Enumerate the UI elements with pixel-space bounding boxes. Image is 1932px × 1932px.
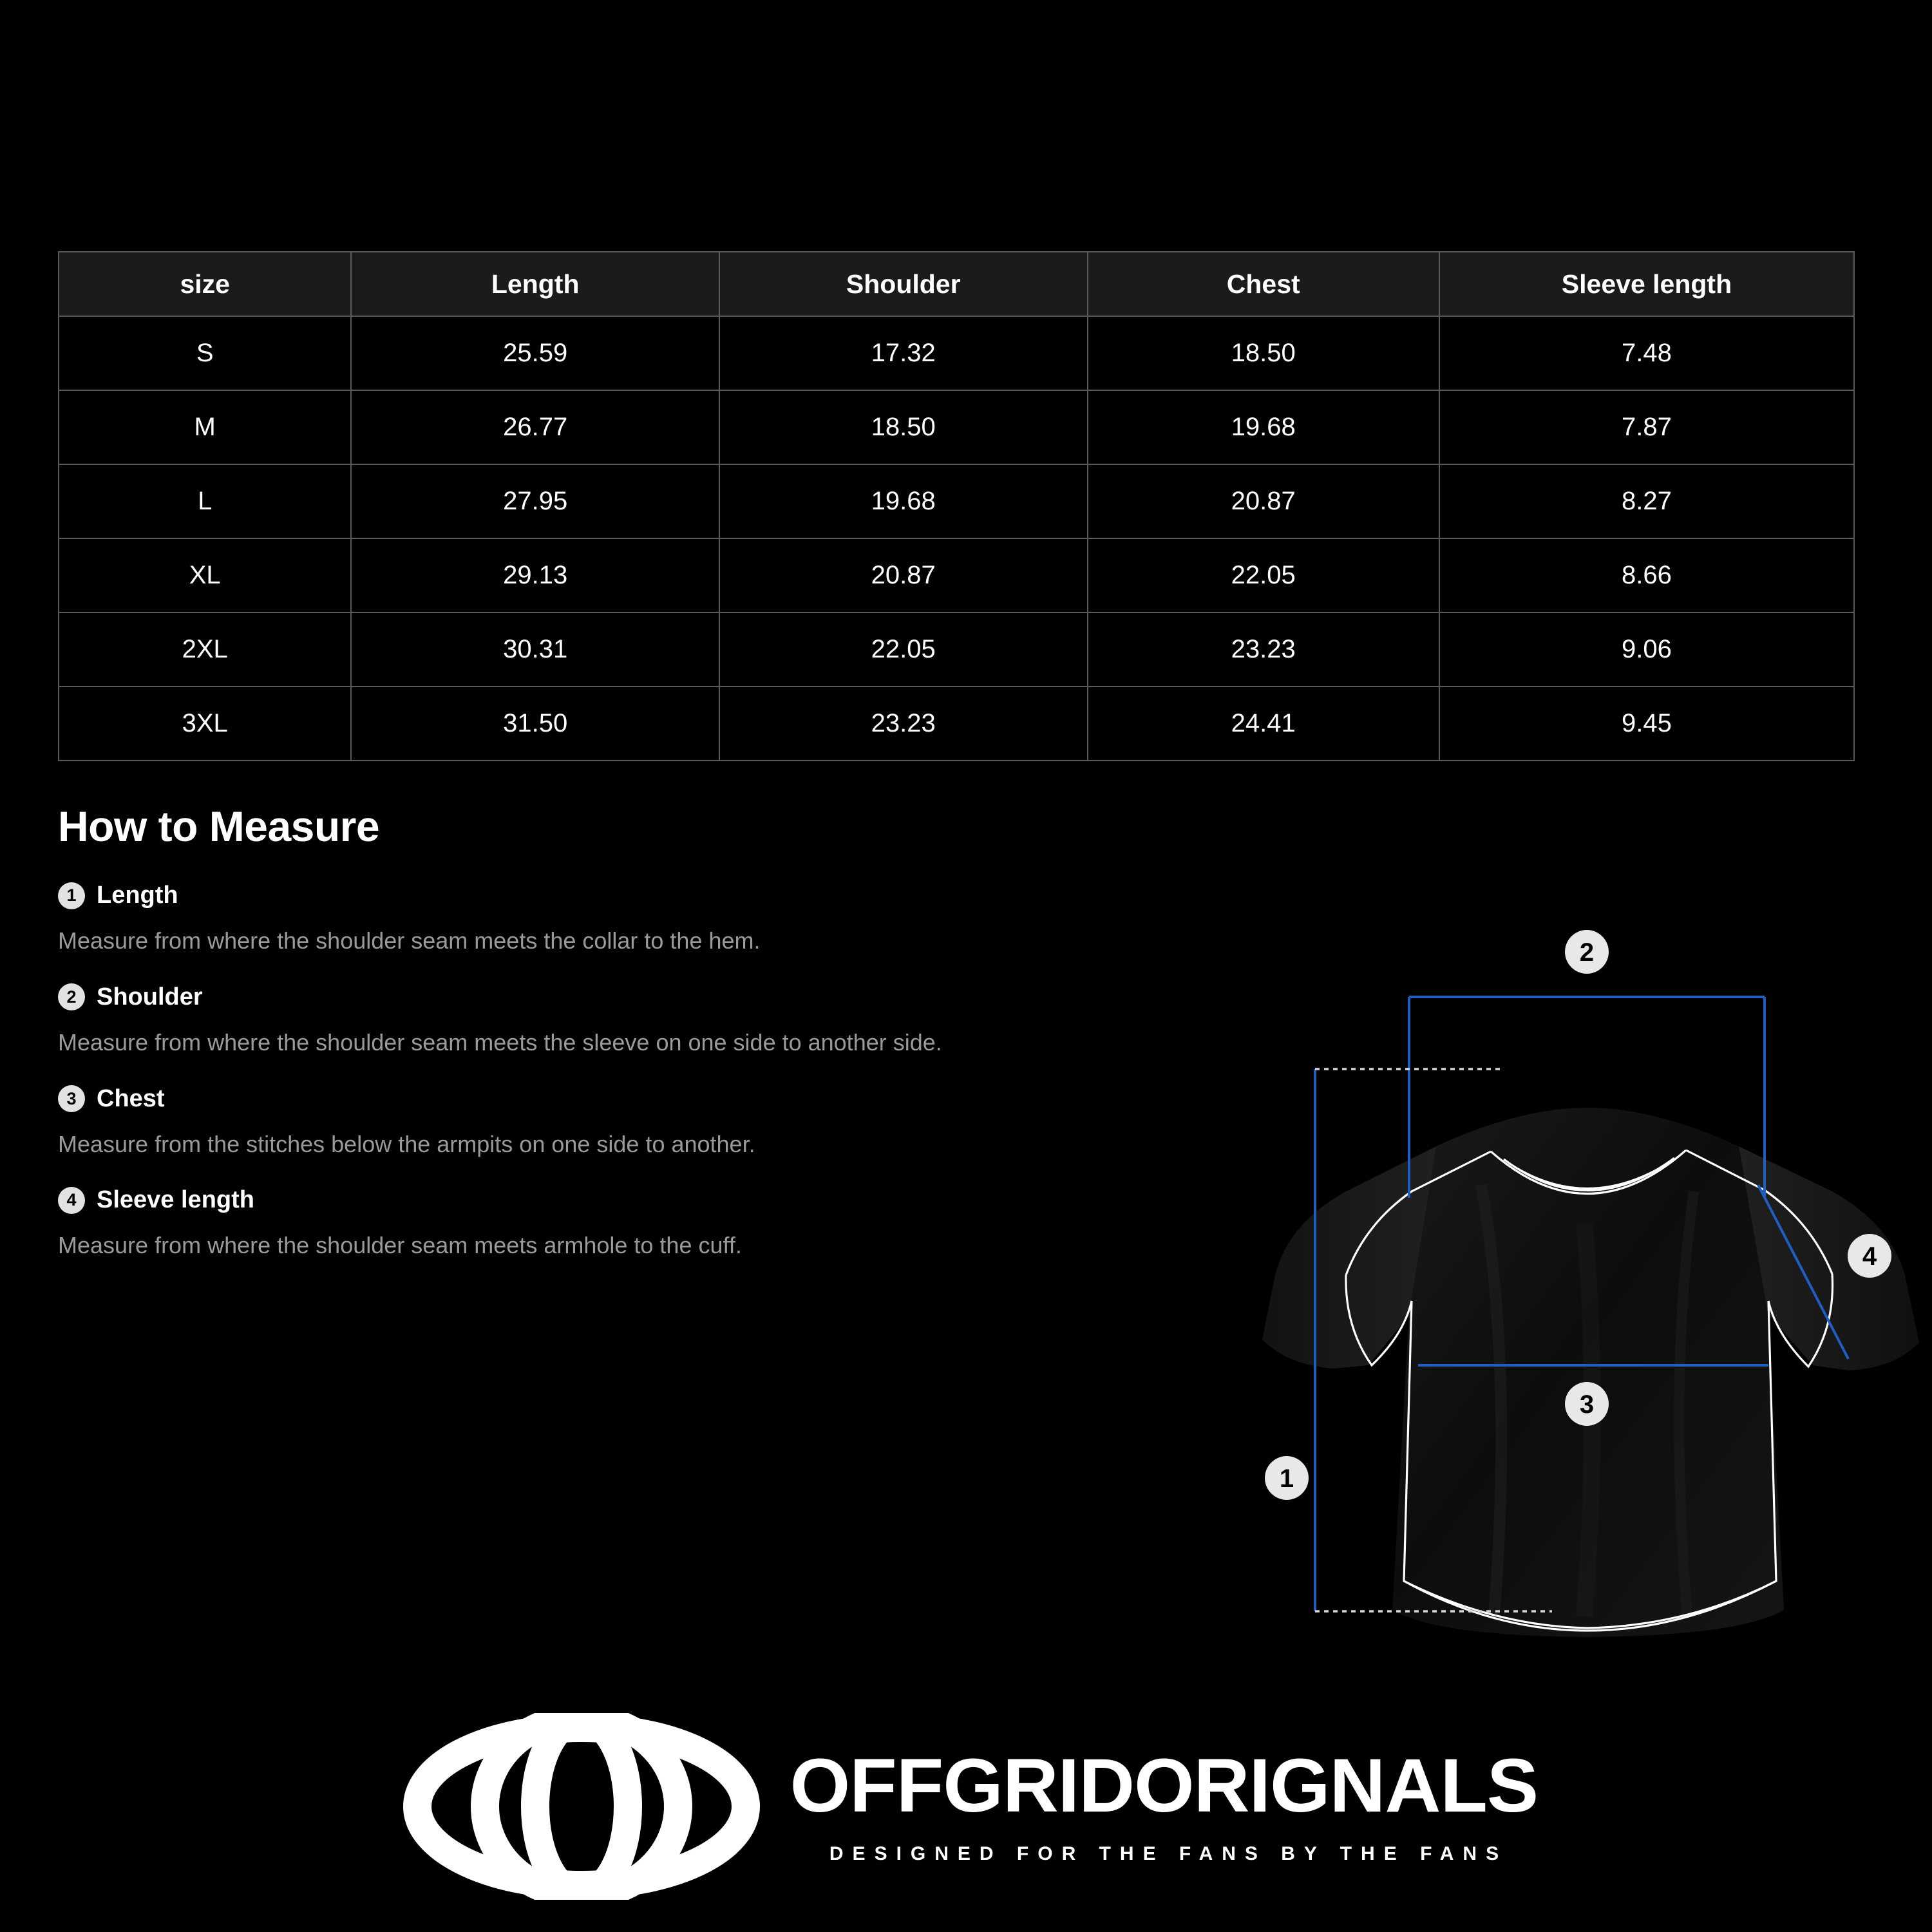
size-chart-table: size Length Shoulder Chest Sleeve length… [57, 251, 1855, 761]
diagram-badge-2-label: 2 [1580, 938, 1594, 967]
cell-size: M [57, 390, 352, 465]
cell-shoulder: 22.05 [718, 612, 1088, 687]
logo-outer-ellipse [403, 1714, 761, 1899]
column-header-length: Length [350, 251, 720, 317]
left-armhole [1345, 1274, 1413, 1367]
cell-chest: 24.41 [1086, 686, 1440, 761]
table-row: 3XL 31.50 23.23 24.41 9.45 [57, 686, 1855, 761]
brand-tagline: DESIGNED FOR THE FANS BY THE FANS [829, 1843, 1508, 1864]
measure-item-description: Measure from where the shoulder seam mee… [58, 927, 761, 954]
tshirt-garment-illustration [1262, 1108, 1919, 1637]
tshirt-right-sleeve [1739, 1146, 1919, 1370]
measure-item-sleeve-length: 4 Sleeve length Measure from where the s… [58, 1186, 1249, 1261]
cell-sleeve-length: 7.87 [1438, 390, 1855, 465]
measure-item-chest: 3 Chest Measure from the stitches below … [58, 1085, 1249, 1160]
diagram-badge-4-label: 4 [1862, 1242, 1877, 1271]
table-row: M 26.77 18.50 19.68 7.87 [57, 390, 1855, 465]
number-badge-3-icon: 3 [58, 1085, 85, 1113]
offgrid-logo-icon [401, 1713, 762, 1900]
cell-length: 27.95 [350, 464, 720, 539]
table-row: XL 29.13 20.87 22.05 8.66 [57, 538, 1855, 613]
cell-sleeve-length: 9.45 [1438, 686, 1855, 761]
cell-size: XL [57, 538, 352, 613]
tshirt-seam-outline [1345, 1149, 1834, 1632]
cell-length: 29.13 [350, 538, 720, 613]
cell-chest: 20.87 [1086, 464, 1440, 539]
sleeve-measure-line [1757, 1184, 1850, 1359]
cell-sleeve-length: 8.66 [1438, 538, 1855, 613]
measure-item-description: Measure from where the shoulder seam mee… [58, 1028, 942, 1056]
cell-length: 25.59 [350, 316, 720, 391]
diagram-badge-4: 4 [1848, 1234, 1891, 1278]
cell-shoulder: 19.68 [718, 464, 1088, 539]
cell-length: 31.50 [350, 686, 720, 761]
number-badge-1-icon: 1 [58, 882, 85, 909]
diagram-badge-3: 3 [1565, 1382, 1609, 1426]
cell-shoulder: 20.87 [718, 538, 1088, 613]
cell-length: 26.77 [350, 390, 720, 465]
right-shoulder-seam [1685, 1149, 1833, 1274]
collar-arc-inner [1514, 1164, 1665, 1190]
hem-line [1403, 1580, 1777, 1632]
how-to-measure-section: How to Measure 1 Length Measure from whe… [58, 802, 1249, 1288]
tshirt-left-sleeve [1262, 1146, 1436, 1368]
cell-length: 30.31 [350, 612, 720, 687]
cell-sleeve-length: 7.48 [1438, 316, 1855, 391]
measure-item-shoulder: 2 Shoulder Measure from where the should… [58, 983, 1249, 1058]
cell-chest: 18.50 [1086, 316, 1440, 391]
measure-item-label: Sleeve length [97, 1186, 254, 1214]
measurement-lines [1314, 996, 1850, 1611]
how-to-measure-title: How to Measure [58, 802, 380, 850]
cell-chest: 22.05 [1086, 538, 1440, 613]
brand-name: OFFGRIDORIGNALS [790, 1743, 1539, 1828]
tshirt-measurement-diagram: 2 4 3 1 [1249, 914, 1932, 1745]
number-badge-2-icon: 2 [58, 983, 85, 1011]
diagram-badge-1: 1 [1265, 1456, 1309, 1500]
measure-item-header: 3 Chest [58, 1085, 1249, 1113]
logo-inner-ellipse [521, 1713, 643, 1900]
measure-item-label: Shoulder [97, 983, 203, 1010]
diagram-badge-2: 2 [1565, 930, 1609, 974]
table-header-row: size Length Shoulder Chest Sleeve length [57, 251, 1855, 317]
cell-sleeve-length: 9.06 [1438, 612, 1855, 687]
number-badge-4-icon: 4 [58, 1186, 85, 1214]
cell-size: 2XL [57, 612, 352, 687]
table-row: S 25.59 17.32 18.50 7.48 [57, 316, 1855, 391]
measure-item-description: Measure from the stitches below the armp… [58, 1130, 755, 1157]
diagram-badge-3-label: 3 [1580, 1390, 1594, 1419]
cell-size: S [57, 316, 352, 391]
measure-item-header: 4 Sleeve length [58, 1186, 1249, 1214]
diagram-badge-1-label: 1 [1280, 1464, 1294, 1493]
measure-item-label: Chest [97, 1084, 165, 1112]
cell-shoulder: 17.32 [718, 316, 1088, 391]
column-header-shoulder: Shoulder [718, 251, 1088, 317]
cell-size: 3XL [57, 686, 352, 761]
cell-sleeve-length: 8.27 [1438, 464, 1855, 539]
cell-size: L [57, 464, 352, 539]
column-header-sleeve-length: Sleeve length [1438, 251, 1855, 317]
measure-item-label: Length [97, 882, 178, 909]
cell-shoulder: 23.23 [718, 686, 1088, 761]
brand-footer: OFFGRIDORIGNALS DESIGNED FOR THE FANS BY… [0, 1713, 1932, 1900]
diagram-callouts: 2 4 3 1 [1265, 930, 1891, 1500]
table-row: 2XL 30.31 22.05 23.23 9.06 [57, 612, 1855, 687]
column-header-chest: Chest [1086, 251, 1440, 317]
column-header-size: size [57, 251, 352, 317]
size-chart-table-container: size Length Shoulder Chest Sleeve length… [57, 251, 1855, 761]
left-shoulder-seam [1345, 1150, 1492, 1276]
measure-item-header: 2 Shoulder [58, 983, 1249, 1011]
dotted-guides [1315, 1068, 1552, 1613]
cell-chest: 19.68 [1086, 390, 1440, 465]
cell-shoulder: 18.50 [718, 390, 1088, 465]
logo-middle-ellipse [471, 1713, 693, 1900]
table-row: L 27.95 19.68 20.87 8.27 [57, 464, 1855, 539]
collar-arc-outer [1490, 1149, 1687, 1195]
right-armhole [1767, 1273, 1834, 1368]
brand-text-block: OFFGRIDORIGNALS DESIGNED FOR THE FANS BY… [790, 1748, 1539, 1865]
cell-chest: 23.23 [1086, 612, 1440, 687]
measure-item-description: Measure from where the shoulder seam mee… [58, 1232, 742, 1259]
measure-item-length: 1 Length Measure from where the shoulder… [58, 882, 1249, 956]
measure-item-header: 1 Length [58, 882, 1249, 909]
